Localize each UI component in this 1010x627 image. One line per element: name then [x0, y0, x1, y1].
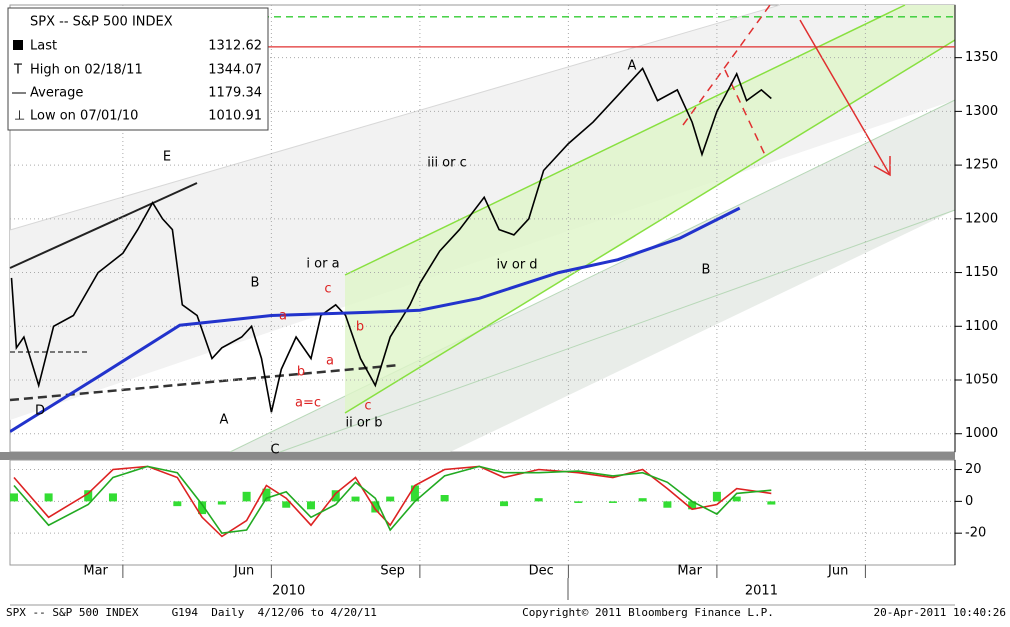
legend-label: Low on 07/01/10: [30, 109, 138, 124]
histogram-bar: [198, 501, 207, 515]
histogram-bar: [282, 501, 291, 508]
histogram-bar: [440, 495, 449, 502]
histogram-bar: [732, 496, 741, 502]
histogram-bar: [767, 501, 776, 505]
histogram-bar: [306, 501, 315, 510]
y-tick-label: 1000: [965, 426, 998, 441]
histogram-bar: [242, 491, 251, 502]
series-line: [10, 66, 772, 413]
footer-left: SPX -- S&P 500 INDEX G194 Daily 4/12/06 …: [6, 606, 377, 619]
series-group: [10, 66, 772, 433]
footer-right: 20-Apr-2011 10:40:26: [874, 606, 1006, 619]
channel-line: [344, 39, 956, 414]
annotation: b: [297, 365, 305, 380]
x-tick-label: Dec: [529, 564, 554, 579]
channel-line: [9, 4, 781, 231]
oscillator-panel: [9, 459, 956, 566]
annotation: iii or c: [427, 156, 467, 171]
histogram-bar: [10, 493, 18, 502]
annotation: a=c: [295, 396, 321, 411]
annotation: E: [163, 150, 171, 165]
legend-value: 1344.07: [208, 63, 262, 78]
histogram-bar: [262, 488, 271, 502]
annotation: A: [628, 59, 637, 74]
legend-value: 1010.91: [208, 109, 262, 124]
annotation: i or a: [306, 257, 339, 272]
series-line: [10, 206, 741, 433]
histogram-bar: [500, 501, 509, 507]
y-tick-label: 1050: [965, 373, 998, 388]
histogram-bar: [84, 490, 93, 502]
x-tick-label: Jun: [233, 564, 254, 579]
histogram-bar: [608, 501, 617, 503]
x-tick-label: Jun: [827, 564, 848, 579]
histogram-bar: [108, 493, 117, 502]
projection-arrow: [799, 19, 891, 176]
y-tick-label: 1350: [965, 50, 998, 65]
annotation: iv or d: [496, 258, 537, 273]
annotation: B: [702, 263, 711, 278]
legend-box: [7, 7, 269, 131]
x-tick-label: Mar: [83, 564, 108, 579]
arrow-head: [873, 156, 891, 177]
histogram-bar: [688, 501, 697, 510]
legend-label: High on 02/18/11: [30, 63, 143, 78]
histogram-bar: [534, 498, 543, 502]
channel-line: [344, 4, 906, 276]
legend-swatch: [13, 40, 23, 50]
legend-symbol: ⊥: [14, 109, 25, 124]
legend-value: 1312.62: [208, 39, 262, 54]
series-line: [13, 465, 772, 535]
annotation: D: [35, 404, 45, 419]
histogram-bar: [638, 498, 647, 502]
histogram-bar: [217, 501, 226, 505]
histogram-bar: [371, 501, 380, 513]
histogram-bar: [663, 501, 672, 508]
footer-center: Copyright© 2011 Bloomberg Finance L.P.: [522, 606, 774, 619]
y-tick-label: 1250: [965, 158, 998, 173]
annotation: a: [279, 309, 287, 324]
y-tick-label: -20: [965, 526, 986, 541]
histogram-bar: [574, 501, 583, 503]
x-year-label: 2011: [745, 584, 778, 599]
channel-line: [279, 209, 956, 453]
legend-label: Average: [30, 86, 83, 101]
plot-layer: Mar Jun Sep Dec Mar Jun 2010 2011 1000 1050 1100 11…: [10, 5, 998, 599]
series-group: [10, 465, 776, 538]
x-year-label: 2010: [272, 584, 305, 599]
y-tick-label: 20: [965, 462, 982, 477]
annotation: c: [324, 282, 331, 297]
projection: [682, 4, 771, 126]
legend-symbol: T: [13, 63, 22, 78]
y-tick-label: 1300: [965, 104, 998, 119]
annotation: b: [356, 320, 364, 335]
panel-separator: [0, 452, 955, 460]
y-tick-label: 1100: [965, 319, 998, 334]
trend-line: [9, 182, 198, 269]
histogram-bar: [712, 491, 721, 502]
histogram-bar: [410, 485, 419, 502]
annotation: C: [270, 443, 279, 458]
histogram-bar: [386, 496, 395, 502]
annotation: ii or b: [345, 416, 382, 431]
annotation: B: [251, 276, 260, 291]
y-tick-label: 1150: [965, 265, 998, 280]
annotation: c: [364, 399, 371, 414]
histogram-bar: [173, 501, 182, 507]
histogram-bar: [44, 493, 53, 502]
histogram-bar: [351, 496, 360, 502]
y-tick-label: 0: [965, 494, 973, 509]
legend-value: 1179.34: [208, 86, 262, 101]
x-tick-label: Mar: [677, 564, 702, 579]
trend-line: [9, 363, 401, 402]
green-channel: [345, 5, 955, 413]
legend-title: SPX -- S&P 500 INDEX: [30, 15, 173, 30]
y-tick-label: 1200: [965, 211, 998, 226]
legend-label: Last: [30, 39, 57, 54]
annotation: a: [326, 354, 334, 369]
x-tick-label: Sep: [380, 564, 405, 579]
annotation: A: [220, 413, 229, 428]
histogram-bar: [331, 490, 340, 502]
